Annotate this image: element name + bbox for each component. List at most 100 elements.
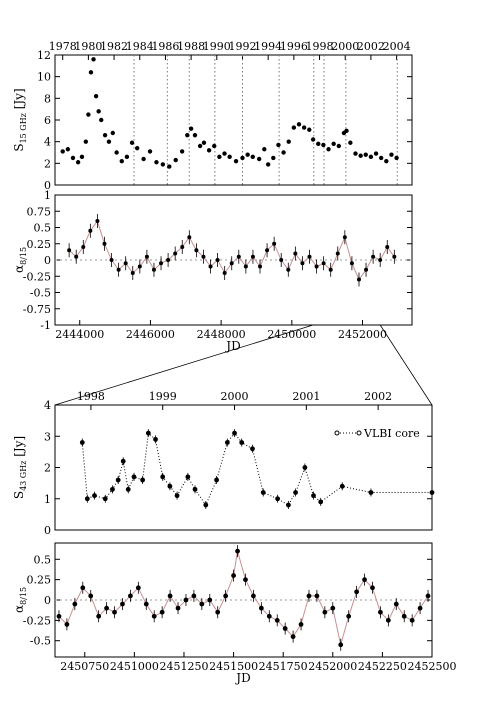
- top-tick-label: 1984: [126, 40, 154, 53]
- data-point: [363, 152, 368, 157]
- data-point: [124, 154, 130, 160]
- top-tick-label: 2000: [331, 40, 359, 53]
- data-point: [231, 573, 236, 578]
- data-point: [106, 139, 112, 144]
- legend-marker: [334, 430, 340, 436]
- data-point: [208, 264, 213, 269]
- data-point: [425, 593, 431, 599]
- data-point: [134, 145, 140, 151]
- y-tick-label: 4: [44, 136, 51, 149]
- y-axis-label: α8/15: [12, 587, 28, 613]
- y-tick-label: 4: [44, 399, 51, 412]
- data-point: [197, 143, 203, 149]
- data-point: [262, 147, 267, 152]
- data-point: [370, 585, 375, 591]
- data-point: [384, 158, 389, 164]
- y-tick-label: -0.75: [23, 303, 51, 316]
- y-axis-label: S43 GHz [Jy]: [12, 436, 28, 499]
- data-point: [229, 261, 234, 266]
- data-point: [279, 257, 284, 262]
- data-point: [331, 141, 336, 147]
- data-point: [79, 440, 85, 445]
- data-point: [307, 127, 312, 132]
- data-point: [346, 613, 352, 619]
- data-point: [120, 458, 126, 464]
- data-point: [293, 490, 298, 495]
- y-tick-label: 8: [44, 92, 51, 105]
- data-point: [256, 156, 262, 162]
- data-point: [144, 254, 149, 259]
- y-tick-label: 6: [44, 114, 51, 127]
- data-point: [88, 70, 94, 75]
- data-point: [153, 436, 158, 442]
- y-tick-label: -0.5: [30, 635, 51, 648]
- top-tick-label: 1999: [149, 390, 177, 403]
- data-point: [109, 257, 114, 262]
- data-point: [80, 585, 86, 591]
- data-point: [275, 496, 281, 502]
- data-point: [187, 235, 192, 240]
- data-point: [217, 154, 222, 160]
- y-tick-label: 0: [44, 524, 51, 537]
- data-point: [322, 609, 328, 615]
- data-point: [385, 244, 390, 249]
- y-axis-label: S15 GHz [Jy]: [12, 88, 28, 151]
- data-point: [258, 605, 264, 611]
- data-point: [183, 597, 189, 603]
- data-point: [385, 617, 391, 623]
- data-point: [286, 267, 291, 272]
- x-tick-label: 2452000: [308, 660, 357, 673]
- y-tick-label: 0: [44, 179, 51, 192]
- data-point: [344, 128, 349, 134]
- data-point: [180, 244, 185, 249]
- data-point: [224, 440, 230, 445]
- x-tick-label: 2450750: [60, 660, 109, 673]
- data-point: [318, 499, 324, 505]
- data-point: [328, 267, 333, 272]
- data-point: [258, 264, 263, 269]
- y-tick-label: 0.5: [34, 222, 52, 235]
- x-axis-label: JD: [224, 339, 240, 353]
- plot-frame: [54, 404, 433, 531]
- data-point: [409, 617, 415, 623]
- data-point: [167, 593, 173, 599]
- data-point: [123, 261, 128, 266]
- data-point: [364, 267, 369, 272]
- data-point: [65, 147, 71, 152]
- data-point: [321, 142, 326, 148]
- plot-frame: [54, 194, 413, 326]
- data-point: [174, 493, 180, 499]
- data-point: [338, 642, 344, 648]
- data-point: [137, 264, 142, 269]
- data-point: [243, 577, 248, 583]
- data-point: [129, 140, 135, 145]
- data-point: [199, 601, 205, 607]
- top-tick-label: 1986: [151, 40, 179, 53]
- data-point: [239, 440, 245, 445]
- data-point: [114, 150, 119, 155]
- data-point: [110, 486, 115, 492]
- data-point: [214, 477, 219, 483]
- data-point: [286, 139, 291, 144]
- data-point: [86, 112, 91, 117]
- data-point: [201, 254, 206, 259]
- data-point: [373, 151, 379, 156]
- y-tick-label: 1: [44, 493, 51, 506]
- data-point: [96, 109, 101, 114]
- data-point: [298, 622, 304, 627]
- top-tick-label: 1996: [280, 40, 308, 53]
- data-point: [251, 593, 256, 599]
- data-point: [429, 490, 435, 495]
- data-point: [281, 150, 286, 155]
- y-axis-label: α8/15: [12, 247, 28, 273]
- data-point: [223, 593, 229, 599]
- top-tick-label: 1998: [77, 390, 105, 403]
- data-point: [316, 141, 321, 147]
- y-tick-label: -1: [40, 319, 51, 332]
- data-point: [159, 261, 164, 266]
- zoom-connector-right: [379, 324, 433, 406]
- data-point: [72, 601, 78, 607]
- data-point: [175, 605, 181, 611]
- data-point: [336, 143, 342, 149]
- data-point: [362, 577, 367, 583]
